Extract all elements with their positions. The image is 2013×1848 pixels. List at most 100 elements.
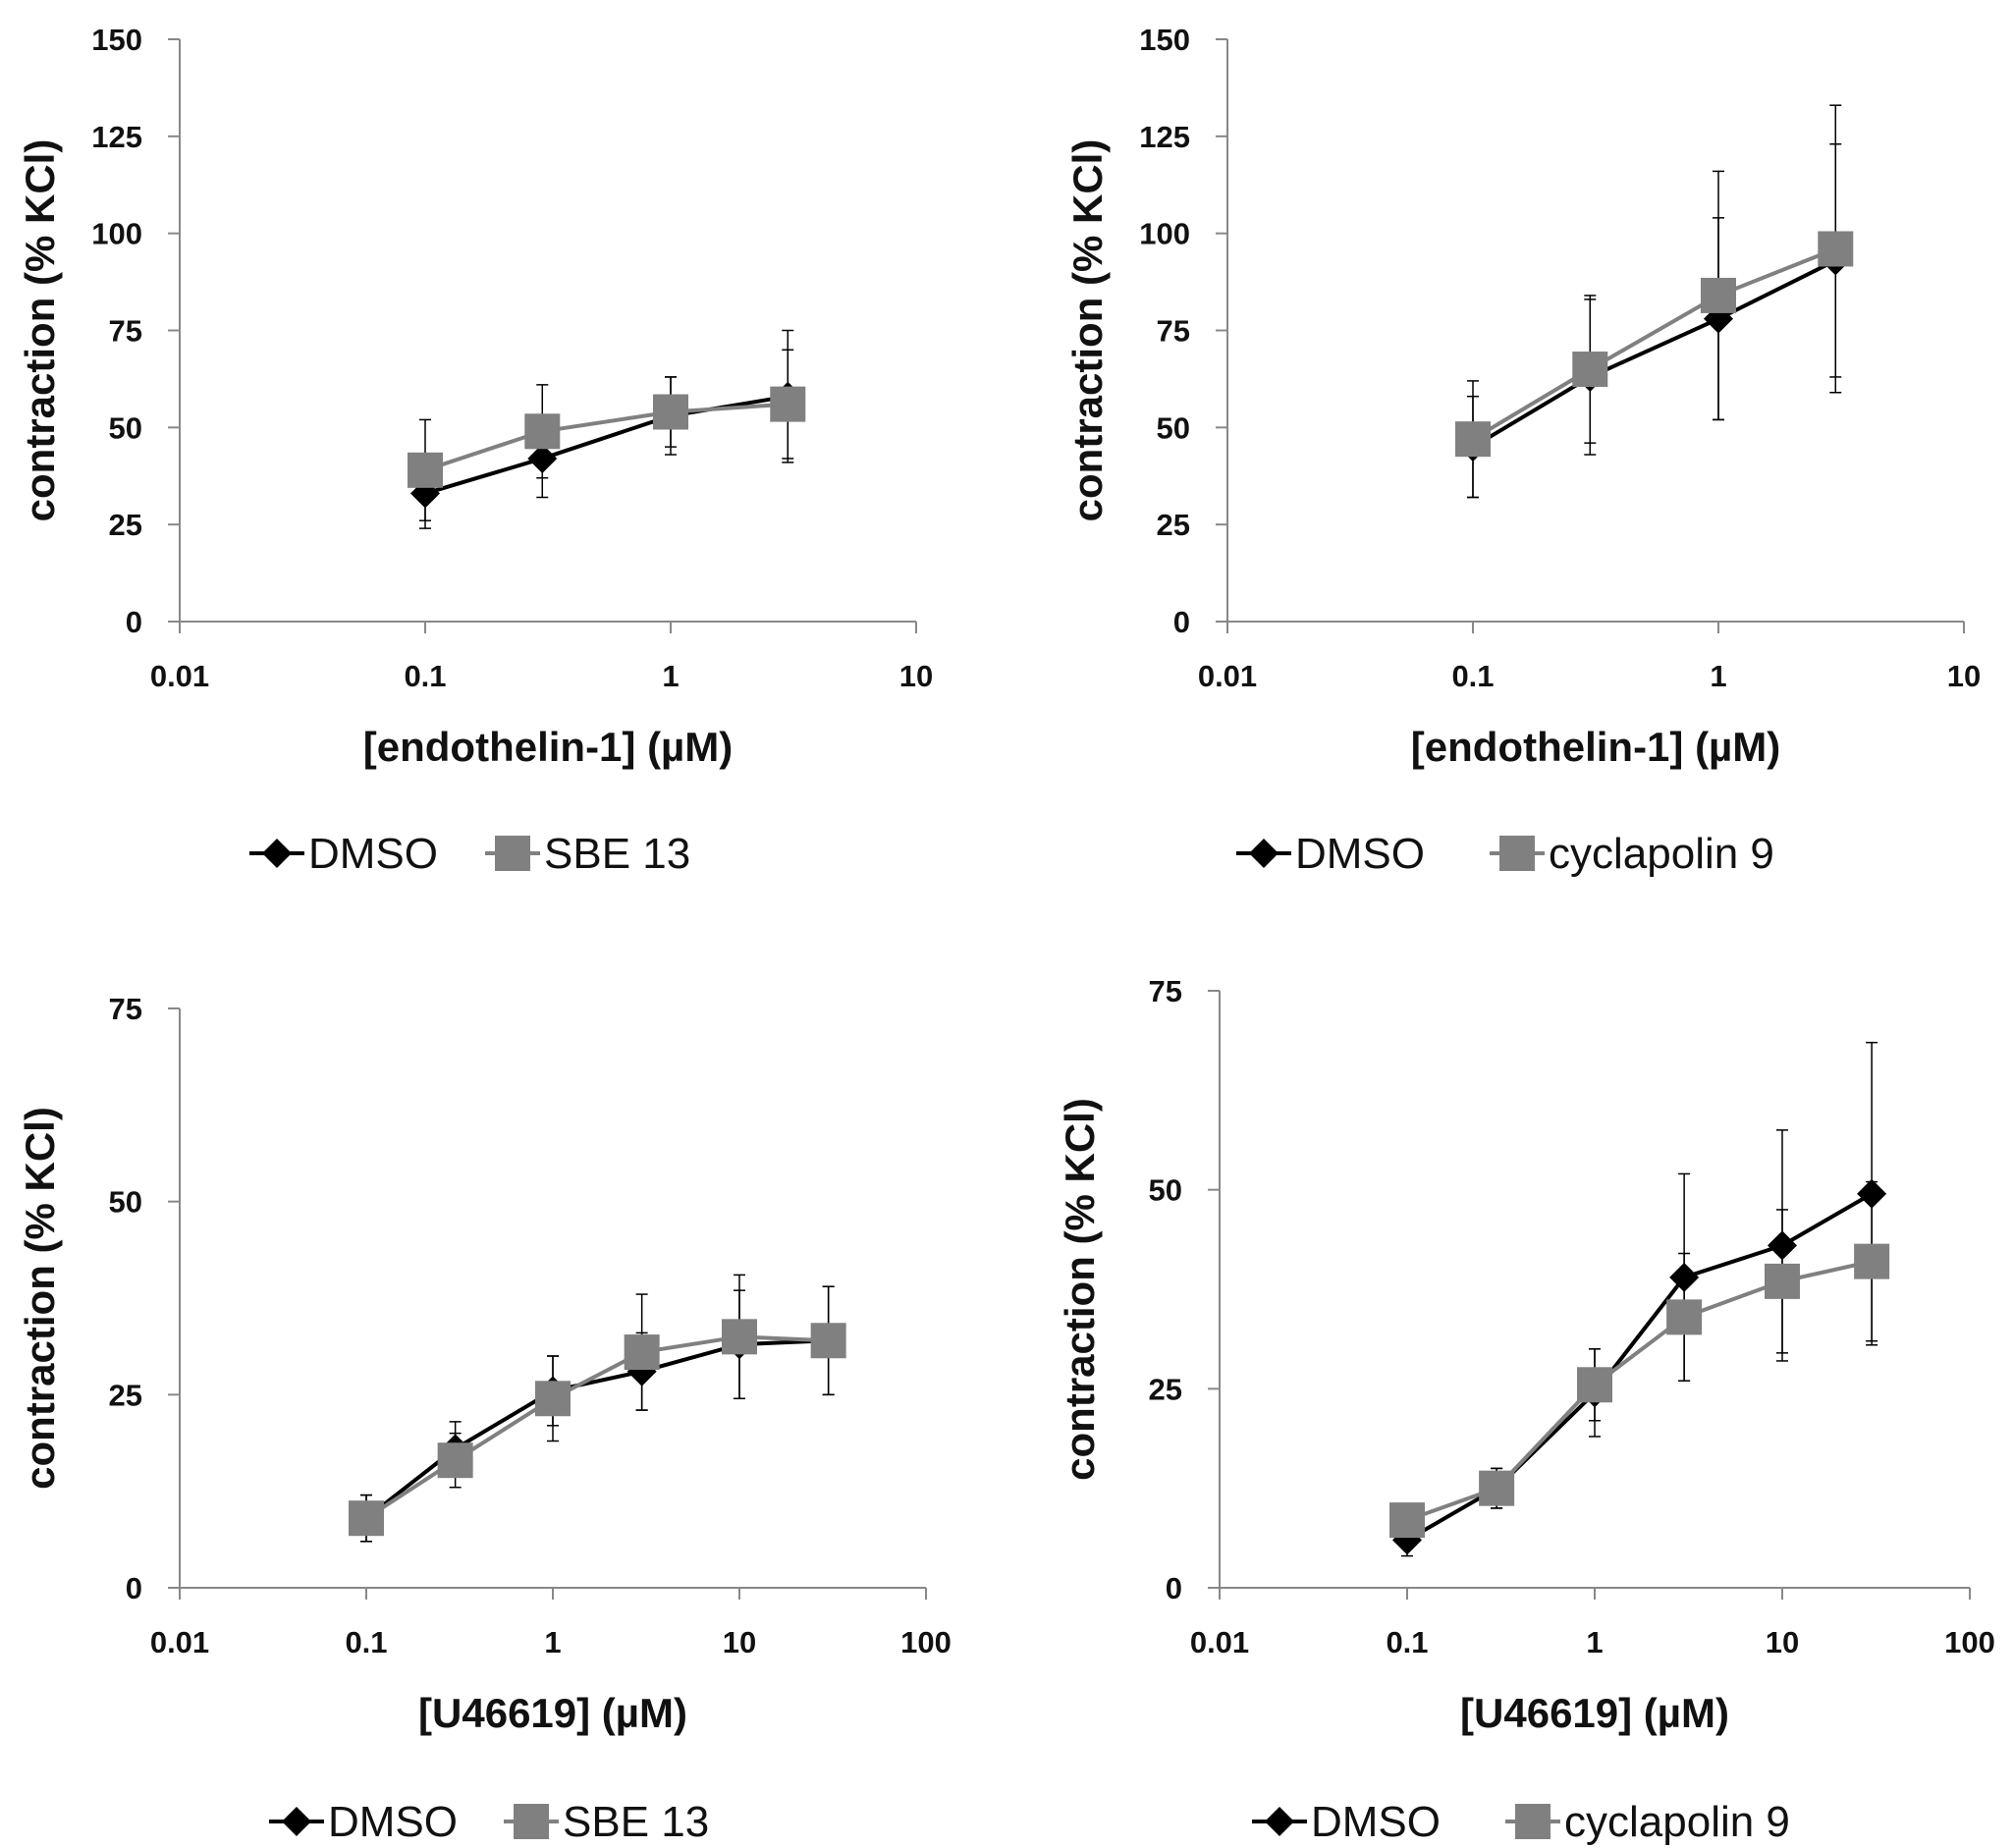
data-point — [349, 1500, 384, 1537]
data-point — [524, 413, 561, 450]
legend-label: DMSO — [1295, 830, 1425, 878]
legend-label: SBE 13 — [563, 1798, 709, 1846]
legend-entry: DMSO — [1252, 1798, 1441, 1846]
legend-entry: cyclapolin 9 — [1490, 830, 1774, 878]
data-point — [437, 1442, 473, 1479]
data-point — [1854, 1243, 1890, 1279]
x-tick-label: 100 — [900, 1625, 952, 1659]
data-point — [722, 1319, 757, 1355]
legend: DMSO SBE 13 — [269, 1798, 709, 1846]
series-cyclapolin-9 — [1389, 1180, 1890, 1539]
y-tick-label: 25 — [109, 508, 142, 542]
legend-label: DMSO — [1311, 1798, 1441, 1846]
x-tick-label: 0.01 — [1198, 659, 1257, 693]
legend-entry: cyclapolin 9 — [1505, 1798, 1790, 1846]
y-tick-label: 125 — [1139, 120, 1190, 154]
legend: DMSO cyclapolin 9 — [1236, 830, 1774, 878]
data-point — [810, 1323, 846, 1359]
y-tick-label: 25 — [1157, 508, 1190, 542]
y-tick-label: 25 — [1149, 1372, 1182, 1406]
data-point — [1455, 421, 1491, 458]
data-point — [1765, 1263, 1800, 1299]
y-tick-label: 75 — [1157, 314, 1190, 349]
y-tick-label: 75 — [109, 314, 142, 349]
legend-label: cyclapolin 9 — [1564, 1798, 1790, 1846]
x-tick-label: 0.01 — [150, 659, 209, 693]
legend: DMSO cyclapolin 9 — [1252, 1798, 1790, 1846]
x-axis-title: [U46619] (µM) — [1460, 1690, 1729, 1736]
y-tick-label: 0 — [1166, 1571, 1182, 1605]
legend-marker — [1265, 1807, 1294, 1836]
y-axis-title: contraction (% KCl) — [17, 139, 63, 522]
legend-marker — [495, 836, 530, 871]
series-sbe-13 — [408, 349, 806, 521]
legend-marker — [1515, 1804, 1551, 1839]
legend-label: SBE 13 — [544, 830, 690, 878]
data-point — [1479, 1470, 1515, 1506]
y-tick-label: 125 — [91, 120, 142, 154]
y-tick-label: 50 — [109, 410, 142, 445]
series-line — [1406, 1259, 1873, 1522]
data-point — [1701, 277, 1736, 313]
x-tick-label: 0.01 — [1190, 1625, 1249, 1659]
y-tick-label: 50 — [1149, 1173, 1182, 1208]
data-point — [770, 386, 806, 422]
x-tick-label: 1 — [1710, 659, 1726, 693]
data-point — [1666, 1299, 1703, 1335]
legend-label: DMSO — [308, 830, 438, 878]
x-axis-title: [U46619] (µM) — [418, 1690, 687, 1736]
data-point — [1577, 1367, 1612, 1403]
chart-panel-1: 0 25 50 75 100 125 150 0.01 0.1 1 10 [endothelin-1]… — [17, 23, 933, 878]
data-point — [1572, 352, 1608, 388]
legend-entry: DMSO — [249, 830, 438, 878]
y-tick-label: 50 — [109, 1185, 142, 1220]
y-tick-label: 0 — [126, 1571, 142, 1605]
x-tick-label: 10 — [1766, 1625, 1799, 1659]
x-tick-label: 0.1 — [1451, 659, 1494, 693]
x-tick-label: 1 — [544, 1625, 561, 1659]
data-point — [408, 452, 443, 488]
y-axis-title: contraction (% KCl) — [1057, 1098, 1103, 1481]
legend-label: cyclapolin 9 — [1549, 830, 1774, 878]
legend-entry: SBE 13 — [485, 830, 690, 878]
x-tick-label: 0.01 — [150, 1625, 209, 1659]
legend-entry: DMSO — [269, 1798, 458, 1846]
y-tick-label: 0 — [126, 605, 142, 639]
series-sbe-13 — [349, 1274, 846, 1543]
y-tick-label: 150 — [91, 23, 142, 57]
y-tick-label: 100 — [1139, 217, 1190, 251]
x-tick-label: 0.1 — [1386, 1625, 1428, 1659]
data-point — [653, 394, 688, 430]
legend-marker — [1499, 836, 1535, 871]
series-line — [424, 402, 789, 472]
data-point — [1818, 231, 1854, 267]
legend-marker — [282, 1807, 311, 1836]
chart-panel-2: 0 25 50 75 100 125 150 0.01 0.1 1 10 [endothelin-1]… — [1064, 23, 1981, 878]
legend-marker — [1249, 839, 1279, 868]
y-tick-label: 50 — [1157, 410, 1190, 445]
series-line — [424, 394, 789, 496]
legend: DMSO SBE 13 — [249, 830, 690, 878]
legend-label: DMSO — [328, 1798, 458, 1846]
legend-entry: DMSO — [1236, 830, 1425, 878]
x-tick-label: 100 — [1944, 1625, 1995, 1659]
x-tick-label: 10 — [899, 659, 933, 693]
y-tick-label: 75 — [1149, 974, 1182, 1008]
x-tick-label: 0.1 — [345, 1625, 387, 1659]
series-dmso — [1392, 1041, 1887, 1557]
chart-panel-3: 0 25 50 75 0.01 0.1 1 10 100 [U46619] (µM) contrac… — [17, 992, 952, 1846]
data-point — [624, 1334, 660, 1371]
legend-entry: SBE 13 — [504, 1798, 709, 1846]
y-tick-label: 100 — [91, 217, 142, 251]
legend-marker — [262, 839, 292, 868]
series-line — [364, 1338, 829, 1520]
chart-panel-4: 0 25 50 75 0.01 0.1 1 10 100 [U46619] (µM) contrac… — [1057, 974, 1995, 1846]
series-dmso — [1458, 142, 1851, 499]
x-axis-title: [endothelin-1] (µM) — [1411, 724, 1780, 770]
legend-marker — [514, 1804, 549, 1839]
x-tick-label: 10 — [1947, 659, 1981, 693]
series-line — [1405, 1191, 1874, 1543]
x-tick-label: 10 — [723, 1625, 756, 1659]
series-dmso — [410, 329, 803, 529]
